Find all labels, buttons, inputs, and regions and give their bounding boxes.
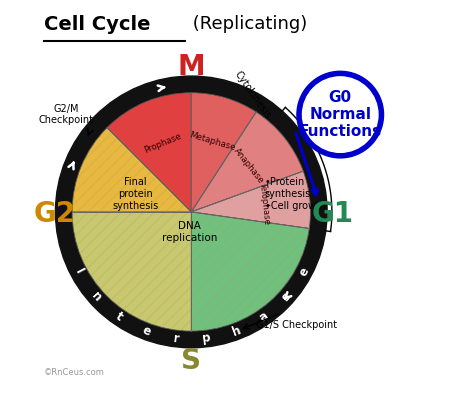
Text: n: n (89, 290, 104, 304)
Circle shape (297, 71, 383, 158)
Wedge shape (72, 128, 191, 212)
Text: Telophase: Telophase (258, 182, 272, 226)
Text: (Replicating): (Replicating) (187, 15, 308, 33)
Text: p: p (201, 332, 212, 346)
Text: ©RnCeus.com: ©RnCeus.com (44, 368, 105, 377)
Wedge shape (72, 212, 191, 331)
Text: Anaphase: Anaphase (232, 146, 266, 186)
Text: Cell Cycle: Cell Cycle (44, 15, 151, 34)
Text: h: h (230, 324, 243, 339)
Text: r: r (172, 332, 180, 345)
Text: Final
protein
synthesis: Final protein synthesis (113, 178, 159, 211)
Wedge shape (191, 93, 256, 212)
Text: G0
Normal
Functions: G0 Normal Functions (298, 90, 382, 140)
Text: M: M (177, 53, 205, 81)
Text: a: a (256, 310, 270, 325)
Text: e: e (296, 265, 311, 278)
Circle shape (55, 76, 327, 348)
Circle shape (303, 77, 378, 152)
Text: s: s (279, 290, 293, 304)
Text: S: S (181, 347, 201, 375)
Wedge shape (107, 93, 191, 212)
Wedge shape (191, 171, 310, 228)
Text: t: t (113, 310, 125, 324)
Text: G1/S Checkpoint: G1/S Checkpoint (256, 320, 337, 330)
Text: •Protein
synthesis
•Cell growth: •Protein synthesis •Cell growth (265, 178, 326, 211)
Wedge shape (191, 112, 303, 212)
Text: Prophase: Prophase (143, 132, 183, 155)
Text: e: e (140, 324, 152, 339)
Text: DNA
replication: DNA replication (162, 221, 217, 242)
Text: Cytokinesis: Cytokinesis (233, 69, 273, 120)
Wedge shape (191, 212, 309, 331)
Text: G2/M
Checkpoint: G2/M Checkpoint (39, 104, 94, 125)
Text: G1: G1 (311, 200, 353, 228)
Text: I: I (72, 267, 85, 277)
Text: G2: G2 (33, 200, 75, 228)
Text: Metaphase: Metaphase (188, 130, 237, 152)
